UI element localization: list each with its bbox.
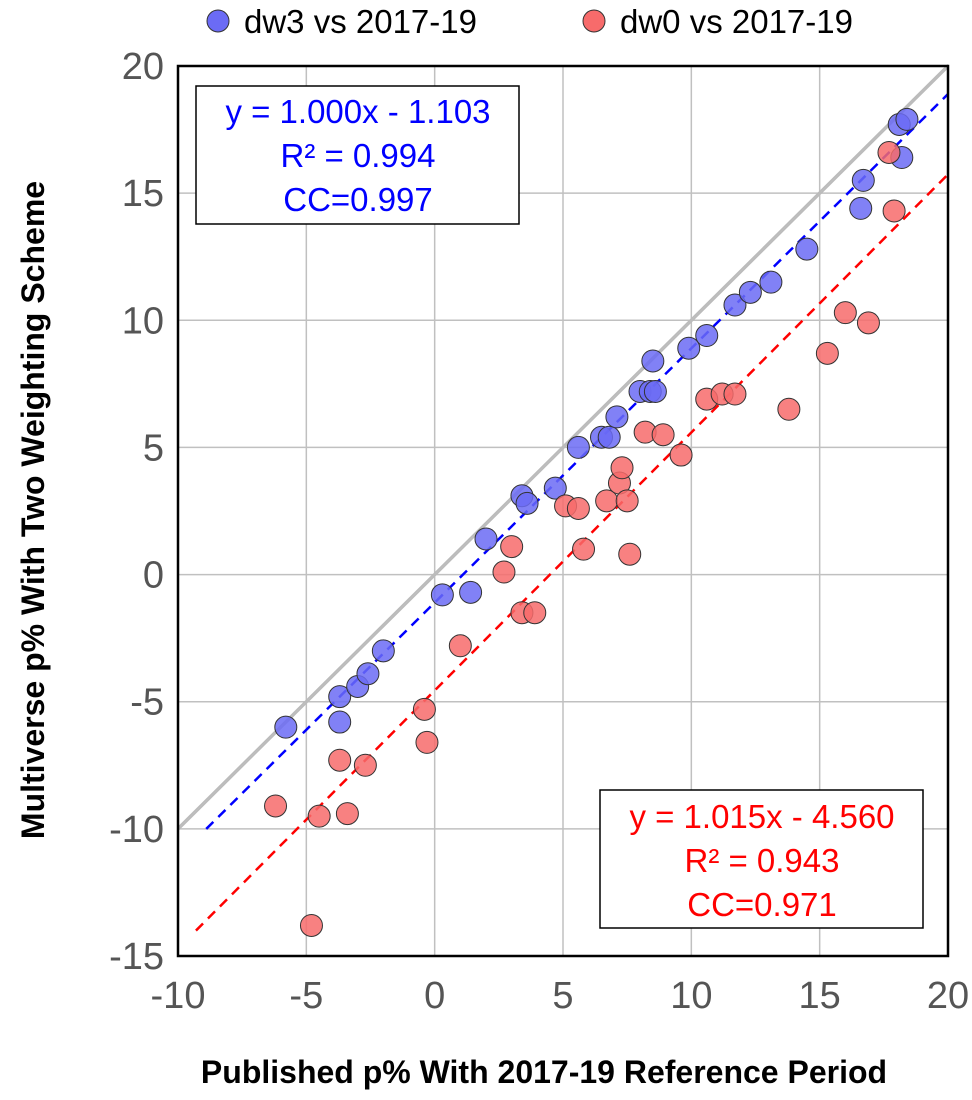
point-dw0: [492, 560, 516, 584]
point-dw3: [543, 476, 567, 500]
point-dw0: [615, 489, 639, 513]
point-dw0: [618, 542, 642, 566]
y-tick-label: 0: [143, 555, 164, 597]
x-tick-label: 5: [552, 975, 573, 1017]
point-dw3: [849, 196, 873, 220]
point-dw0: [415, 730, 439, 754]
point-dw3: [459, 580, 483, 604]
point-dw3: [474, 527, 498, 551]
red-r-squared: R² = 0.943: [684, 842, 839, 879]
point-dw0: [856, 311, 880, 335]
y-tick-label: 20: [122, 46, 164, 88]
point-dw0: [307, 804, 331, 828]
x-tick-label: 20: [927, 975, 969, 1017]
x-tick-label: -10: [151, 975, 206, 1017]
y-tick-label: 15: [122, 173, 164, 215]
point-dw3: [738, 280, 762, 304]
point-dw3: [597, 425, 621, 449]
blue-r-squared: R² = 0.994: [280, 137, 435, 174]
y-axis-title: Multiverse p% With Two Weighting Scheme: [15, 181, 51, 839]
point-dw0: [669, 443, 693, 467]
plot-frame: [176, 64, 950, 958]
point-dw0: [572, 537, 596, 561]
point-dw3: [274, 715, 298, 739]
legend-marker-dw0: [582, 9, 606, 33]
reference-lines: [177, 64, 949, 932]
legend-label-dw0: dw0 vs 2017-19: [620, 3, 853, 40]
red-equation-box: y = 1.015x - 4.560 R² = 0.943 CC=0.971: [599, 789, 924, 929]
identity-line-lower: [177, 66, 949, 831]
point-dw0: [566, 496, 590, 520]
point-dw0: [353, 753, 377, 777]
point-dw3: [605, 405, 629, 429]
point-dw3: [795, 237, 819, 261]
point-dw0: [815, 341, 839, 365]
blue-equation-box: y = 1.000x - 1.103 R² = 0.994 CC=0.997: [195, 85, 520, 225]
point-dw0: [723, 382, 747, 406]
point-dw0: [335, 802, 359, 826]
x-tick-label: 15: [799, 975, 841, 1017]
point-dw3: [677, 336, 701, 360]
red-cc: CC=0.971: [687, 886, 837, 923]
blue-equation: y = 1.000x - 1.103: [225, 93, 490, 130]
point-dw0: [448, 634, 472, 658]
point-dw3: [371, 639, 395, 663]
point-dw3: [643, 379, 667, 403]
point-dw0: [264, 794, 288, 818]
y-tick-label: 10: [122, 300, 164, 342]
legend-marker-dw3: [206, 9, 230, 33]
point-dw3: [356, 662, 380, 686]
x-tick-label: 10: [670, 975, 712, 1017]
point-dw3: [851, 168, 875, 192]
point-dw3: [430, 583, 454, 607]
y-tick-label: 5: [143, 427, 164, 469]
red-equation-frame: [599, 789, 924, 929]
point-dw0: [299, 913, 323, 937]
blue-equation-frame: [195, 85, 520, 225]
x-axis-title: Published p% With 2017-19 Reference Peri…: [201, 1054, 887, 1090]
point-dw0: [777, 397, 801, 421]
legend: dw3 vs 2017-19 dw0 vs 2017-19: [206, 3, 853, 40]
point-dw0: [833, 301, 857, 325]
x-tick-label: 0: [424, 975, 445, 1017]
red-equation: y = 1.015x - 4.560: [629, 798, 894, 835]
point-dw0: [412, 697, 436, 721]
x-tick-label: -5: [289, 975, 323, 1017]
point-dw0: [882, 199, 906, 223]
point-dw3: [723, 293, 747, 317]
trendline-dw3: [205, 93, 949, 830]
identity-line-upper: [177, 64, 949, 829]
y-tick-label: -5: [130, 682, 164, 724]
trendline-dw0: [195, 173, 949, 932]
point-dw0: [500, 535, 524, 559]
point-dw0: [877, 140, 901, 164]
point-dw0: [328, 748, 352, 772]
point-dw3: [328, 685, 352, 709]
point-dw3: [515, 491, 539, 515]
point-dw0: [610, 456, 634, 480]
data-points: [264, 107, 919, 937]
point-dw3: [566, 435, 590, 459]
point-dw0: [523, 601, 547, 625]
point-dw3: [895, 107, 919, 131]
point-dw3: [695, 324, 719, 348]
point-dw3: [759, 270, 783, 294]
y-tick-label: -15: [109, 936, 164, 978]
point-dw3: [641, 349, 665, 373]
x-tick-labels: -10 -5 0 5 10 15 20: [151, 975, 970, 1017]
point-dw3: [328, 710, 352, 734]
y-tick-labels: 20 15 10 5 0 -5 -10 -15: [109, 46, 164, 978]
legend-label-dw3: dw3 vs 2017-19: [244, 3, 477, 40]
point-dw0: [651, 423, 675, 447]
y-tick-label: -10: [109, 809, 164, 851]
blue-cc: CC=0.997: [283, 181, 433, 218]
